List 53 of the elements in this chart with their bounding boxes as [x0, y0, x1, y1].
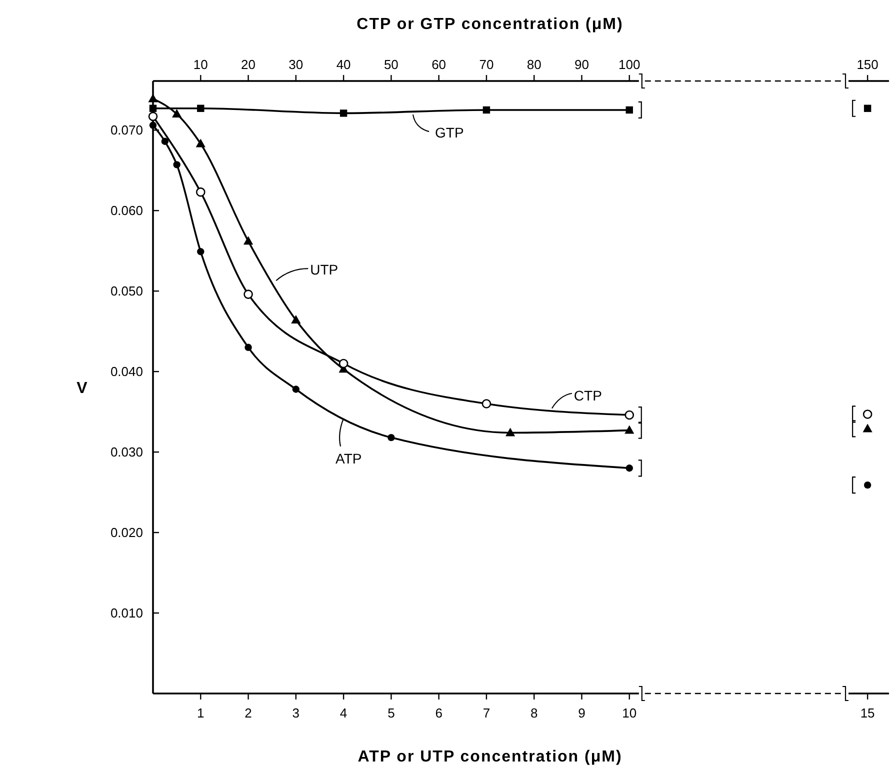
point: [149, 122, 157, 129]
y-tick-label: 0.050: [110, 284, 143, 299]
x2-tick-label: 40: [336, 57, 351, 72]
y-tick-label: 0.010: [110, 606, 143, 621]
point: [173, 161, 180, 168]
point: [243, 236, 254, 245]
y-tick-label: 0.020: [110, 525, 143, 540]
x-tick-label: 2: [244, 706, 252, 720]
x2-tick-label: 100: [618, 57, 640, 72]
y-tick-label: 0.070: [110, 122, 143, 138]
point: [161, 138, 169, 145]
point: [196, 138, 206, 148]
x-tick-label: 4: [340, 706, 348, 720]
x-tick-label: 6: [435, 706, 442, 720]
x-tick-label: 7: [482, 706, 490, 720]
legend-label: CTP: [574, 387, 602, 404]
point: [862, 424, 872, 432]
x2-tick-label: 60: [432, 57, 446, 72]
x2-tick-label: 30: [288, 57, 304, 72]
x-tick-label: 5: [388, 706, 395, 720]
x2-tick-label: 150: [856, 57, 878, 72]
x2-axis-title: CTP or GTP concentration (μM): [356, 16, 624, 33]
legend-label: GTP: [435, 124, 464, 141]
point: [291, 315, 301, 324]
point: [197, 248, 204, 256]
x-tick-label: 8: [530, 706, 538, 720]
y-tick-label: 0.060: [110, 203, 143, 218]
point: [244, 344, 252, 352]
x2-tick-label: 90: [574, 57, 589, 72]
x-tick-label: 15: [860, 706, 875, 720]
x2-tick-label: 10: [193, 57, 208, 72]
legend-label: UTP: [310, 262, 338, 278]
x-tick-label: 10: [622, 706, 637, 720]
x2-tick-label: 20: [241, 57, 256, 72]
point: [388, 434, 395, 442]
point: [505, 428, 516, 436]
point: [626, 464, 633, 472]
y-tick-label: 0.030: [110, 444, 143, 460]
series-label: ATP: [336, 450, 362, 466]
x-axis-title: ATP or UTP concentration (μM): [358, 748, 622, 766]
point: [292, 386, 300, 393]
x-tick-label: 9: [578, 706, 586, 720]
point: [148, 94, 158, 102]
x2-tick-label: 70: [479, 57, 494, 72]
x2-tick-label: 50: [384, 57, 398, 72]
x2-tick-label: 80: [526, 57, 542, 72]
y-axis-title: V: [76, 380, 88, 397]
point: [172, 109, 182, 118]
point: [864, 481, 872, 489]
y-tick-label: 0.040: [110, 364, 143, 380]
x-tick-label: 3: [292, 706, 300, 720]
x-tick-label: 1: [197, 706, 204, 720]
point: [624, 425, 634, 434]
